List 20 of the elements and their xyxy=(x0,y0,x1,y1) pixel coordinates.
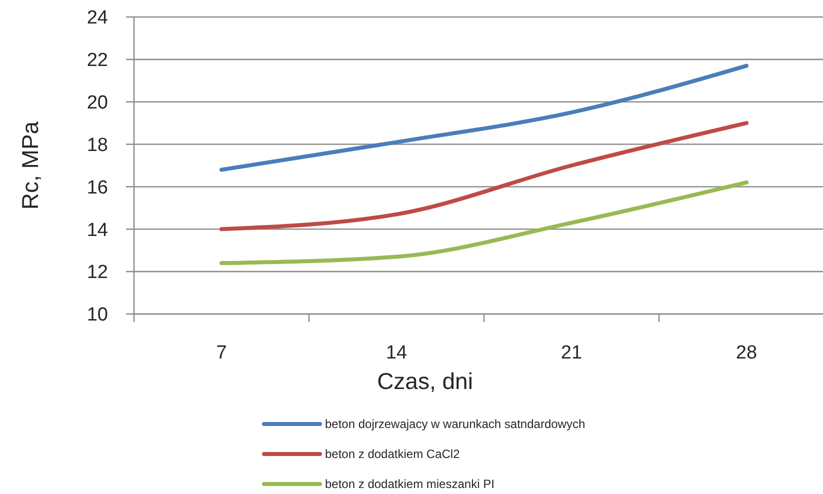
legend-label: beton z dodatkiem CaCl2 xyxy=(325,447,460,462)
y-tick-label: 16 xyxy=(86,177,108,198)
legend-label: beton dojrzewajacy w warunkach satndardowych xyxy=(325,417,586,432)
x-tick-label: 28 xyxy=(736,342,758,364)
y-tick-label: 14 xyxy=(86,220,108,241)
y-tick-label: 10 xyxy=(86,304,108,326)
x-tick-label: 21 xyxy=(560,342,582,364)
line-series xyxy=(220,180,748,266)
line-series xyxy=(220,64,748,172)
line-series xyxy=(220,121,748,232)
y-tick-label: 22 xyxy=(86,50,108,72)
y-tick-label: 24 xyxy=(86,8,108,29)
x-tick-label: 14 xyxy=(386,342,408,364)
y-axis-title: Rc, MPa xyxy=(17,121,44,210)
x-tick-label: 7 xyxy=(216,342,227,364)
x-axis-title: Czas, dni xyxy=(377,368,473,394)
y-tick-label: 12 xyxy=(86,262,108,284)
y-tick-label: 20 xyxy=(86,92,108,114)
legend-label: beton z dodatkiem mieszanki PI xyxy=(325,477,494,492)
y-tick-label: 18 xyxy=(86,134,108,156)
